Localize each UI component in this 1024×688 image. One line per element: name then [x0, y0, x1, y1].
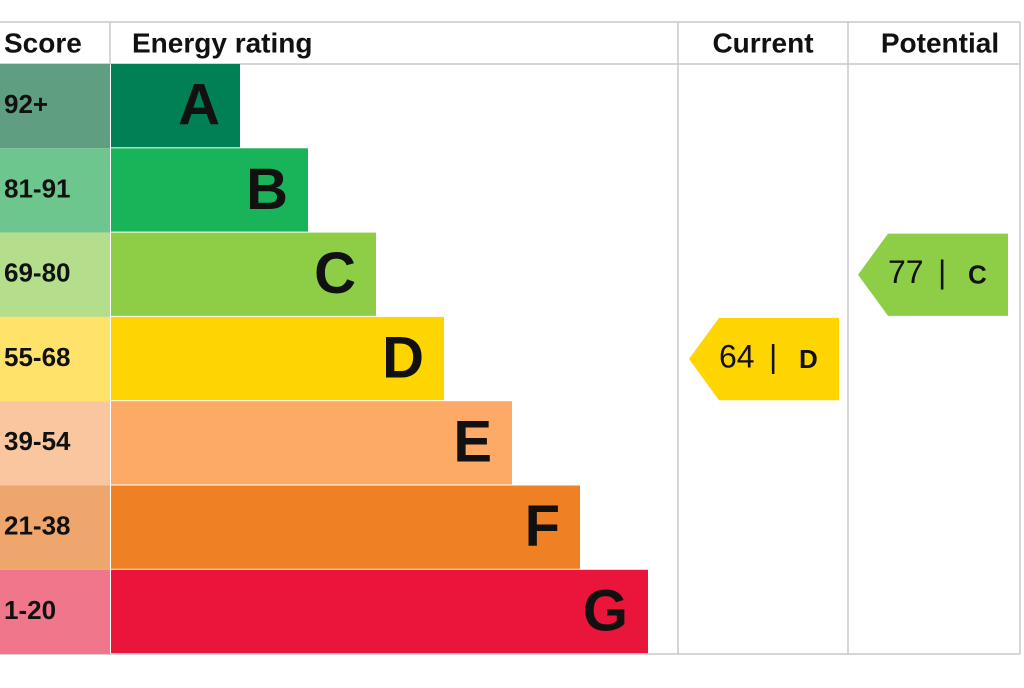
rating-letter: D [382, 325, 424, 390]
score-label: 69-80 [4, 258, 71, 288]
header-potential: Potential [881, 27, 999, 58]
score-cell [0, 148, 110, 233]
current-divider: | [769, 339, 777, 375]
rating-bar [111, 64, 240, 148]
score-cell [0, 232, 110, 317]
rating-bar [111, 401, 512, 485]
potential-score: 77 [888, 254, 924, 290]
score-label: 81-91 [4, 173, 71, 203]
rating-letter: F [525, 494, 560, 559]
header-energy-rating: Energy rating [132, 27, 312, 58]
potential-arrow [858, 233, 1008, 316]
score-label: 1-20 [4, 595, 56, 625]
score-label: 92+ [4, 89, 48, 119]
rating-letter: E [453, 410, 492, 475]
rating-letter: B [246, 157, 288, 222]
score-label: 21-38 [4, 511, 71, 541]
score-cell [0, 485, 110, 570]
header-current: Current [712, 27, 813, 58]
score-label: 55-68 [4, 342, 71, 372]
rating-letter: A [178, 72, 220, 137]
rating-bar [111, 485, 580, 569]
current-rating: D [799, 344, 818, 374]
current-arrow [689, 317, 839, 401]
potential-divider: | [938, 254, 946, 290]
rating-bar [111, 569, 648, 654]
header-score: Score [4, 27, 82, 58]
rating-bar [111, 232, 376, 316]
score-cell [0, 316, 110, 402]
score-label: 39-54 [4, 426, 71, 456]
potential-rating: C [968, 260, 987, 290]
rating-letter: G [583, 578, 628, 643]
score-cell [0, 401, 110, 486]
current-score: 64 [719, 339, 755, 375]
rating-letter: C [314, 241, 356, 306]
rating-bar [111, 316, 444, 401]
score-cell [0, 569, 110, 655]
score-cell [0, 64, 110, 149]
rating-bar [111, 148, 308, 232]
